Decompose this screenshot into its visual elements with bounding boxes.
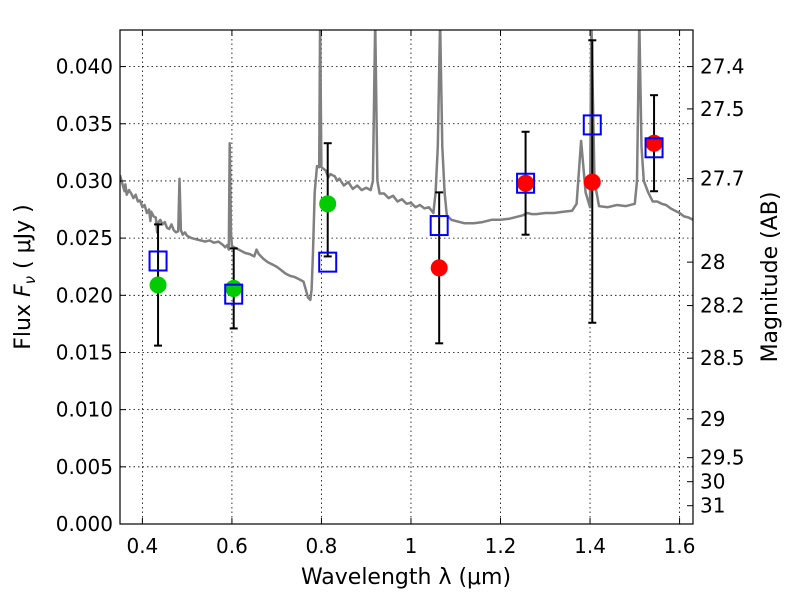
magnitude-tick-label: 28.5	[700, 346, 745, 370]
y-axis-label: Flux Fν ( μJy )	[11, 204, 39, 349]
red-data-point	[583, 173, 601, 191]
y-tick-label: 0.015	[56, 340, 113, 364]
model-box	[224, 283, 244, 305]
x-tick-label: 1.4	[574, 534, 606, 558]
x-axis-label: Wavelength λ (μm)	[301, 565, 511, 590]
magnitude-tick-label: 27.4	[700, 55, 745, 79]
model-box	[429, 215, 449, 237]
y-tick-label: 0.040	[56, 55, 113, 79]
magnitude-tick-label: 28	[700, 250, 725, 274]
x-tick-label: 1.2	[485, 534, 517, 558]
y-axis-label-symbol: F	[11, 284, 36, 297]
y-axis-label-subscript: ν	[21, 276, 39, 284]
y-tick-label: 0.000	[56, 512, 113, 536]
y-tick-label: 0.035	[56, 112, 113, 136]
model-box	[318, 251, 338, 273]
plot-frame	[119, 29, 694, 525]
magnitude-tick-label: 28.2	[700, 294, 745, 318]
model-box	[516, 172, 536, 194]
y-axis-label-suffix: ( μJy )	[11, 204, 36, 276]
x-tick-label: 1	[405, 534, 418, 558]
y-axis-label-prefix: Flux	[11, 297, 36, 350]
x-tick-label: 0.8	[306, 534, 338, 558]
magnitude-tick-label: 27.7	[700, 167, 745, 191]
y-tick-label: 0.030	[56, 169, 113, 193]
spectrum-layer	[120, 30, 693, 302]
plot-background	[120, 30, 693, 524]
model-box	[644, 137, 664, 159]
magnitude-tick-label: 30	[700, 470, 725, 494]
red-data-point	[517, 174, 535, 192]
x-tick-label: 1.6	[664, 534, 696, 558]
magnitude-tick-label: 27.5	[700, 97, 745, 121]
model-box	[148, 250, 168, 272]
y-tick-label: 0.010	[56, 398, 113, 422]
green-data-point	[319, 195, 337, 213]
x-tick-label: 0.4	[126, 534, 158, 558]
green-data-point	[225, 279, 243, 297]
y-tick-label: 0.020	[56, 283, 113, 307]
green-data-point	[149, 276, 167, 294]
spectrum-line	[120, 30, 693, 302]
model-boxes	[148, 114, 664, 305]
y-tick-label: 0.025	[56, 226, 113, 250]
magnitude-tick-label: 31	[700, 494, 725, 518]
x-tick-label: 0.6	[216, 534, 248, 558]
magnitude-tick-label: 29.5	[700, 446, 745, 470]
ticks: 0.4 0.6 0.8 1 1.2 1.4 1.6 0.000 0.005 0.010 0.015 0…	[56, 30, 745, 558]
red-data-point	[430, 259, 448, 277]
magnitude-tick-label: 29	[700, 407, 725, 431]
y2-axis-label: Magnitude (AB)	[758, 192, 783, 363]
model-box	[582, 114, 602, 136]
y-tick-label: 0.005	[56, 455, 113, 479]
